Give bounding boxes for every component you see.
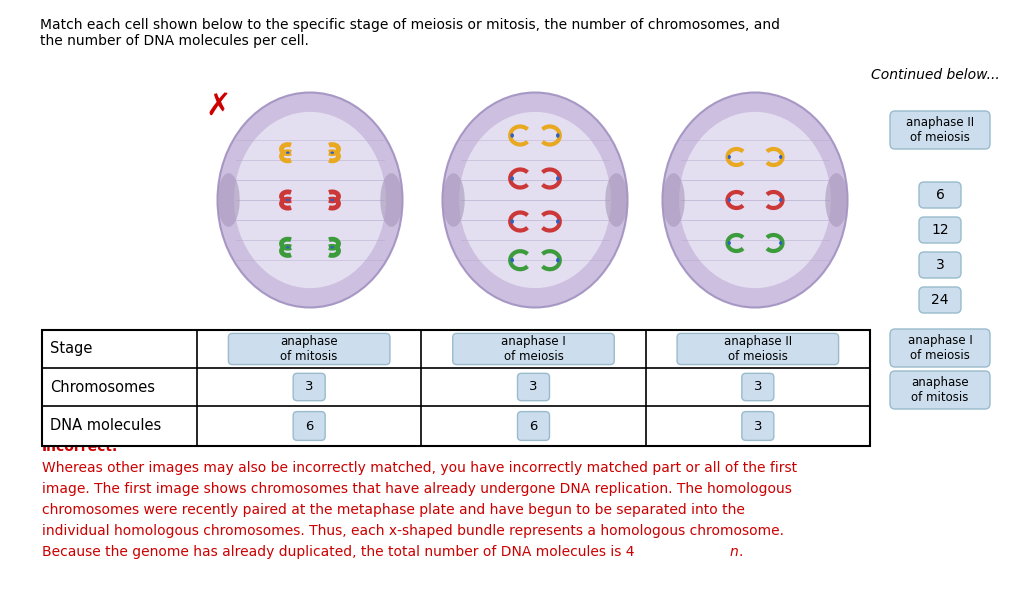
Text: .: . [739, 545, 743, 559]
Ellipse shape [217, 93, 402, 307]
Ellipse shape [380, 173, 402, 227]
Ellipse shape [331, 246, 334, 248]
Ellipse shape [217, 173, 240, 227]
Text: 12: 12 [931, 223, 949, 237]
FancyBboxPatch shape [677, 333, 839, 365]
Text: anaphase
of mitosis: anaphase of mitosis [281, 335, 338, 363]
FancyBboxPatch shape [890, 371, 990, 409]
Text: 6: 6 [529, 420, 538, 433]
Text: 3: 3 [936, 258, 944, 272]
Ellipse shape [331, 199, 334, 201]
Text: image. The first image shows chromosomes that have already undergone DNA replica: image. The first image shows chromosomes… [42, 482, 792, 496]
Ellipse shape [605, 173, 628, 227]
Text: 3: 3 [754, 420, 762, 433]
FancyBboxPatch shape [890, 111, 990, 149]
Text: ✗: ✗ [205, 92, 230, 121]
FancyBboxPatch shape [517, 374, 550, 401]
Text: individual homologous chromosomes. Thus, each x-shaped bundle represents a homol: individual homologous chromosomes. Thus,… [42, 524, 784, 538]
Text: 24: 24 [931, 293, 949, 307]
Text: 3: 3 [305, 381, 313, 394]
Ellipse shape [510, 258, 514, 262]
Text: anaphase II
of meiosis: anaphase II of meiosis [724, 335, 792, 363]
Text: 6: 6 [305, 420, 313, 433]
Text: anaphase I
of meiosis: anaphase I of meiosis [501, 335, 566, 363]
Ellipse shape [663, 93, 848, 307]
Ellipse shape [679, 112, 830, 288]
FancyBboxPatch shape [919, 182, 961, 208]
Ellipse shape [728, 198, 731, 202]
Bar [42, 330, 870, 446]
FancyBboxPatch shape [919, 287, 961, 313]
Ellipse shape [331, 151, 334, 154]
Text: Whereas other images may also be incorrectly matched, you have incorrectly match: Whereas other images may also be incorre… [42, 461, 797, 475]
Ellipse shape [442, 173, 465, 227]
FancyBboxPatch shape [919, 252, 961, 278]
Ellipse shape [510, 133, 514, 138]
Ellipse shape [286, 151, 290, 154]
Ellipse shape [286, 199, 290, 201]
Text: Continued below...: Continued below... [871, 68, 1000, 82]
Ellipse shape [510, 176, 514, 181]
FancyBboxPatch shape [517, 411, 550, 440]
Ellipse shape [663, 173, 685, 227]
Ellipse shape [234, 112, 386, 288]
Text: n: n [730, 545, 738, 559]
Ellipse shape [286, 246, 290, 248]
FancyBboxPatch shape [293, 374, 326, 401]
Text: anaphase II
of meiosis: anaphase II of meiosis [906, 116, 974, 144]
Ellipse shape [779, 155, 782, 159]
Ellipse shape [779, 198, 782, 202]
Text: 6: 6 [936, 188, 944, 202]
Text: anaphase
of mitosis: anaphase of mitosis [911, 376, 969, 404]
Text: anaphase I
of meiosis: anaphase I of meiosis [907, 334, 973, 362]
FancyBboxPatch shape [228, 333, 390, 365]
FancyBboxPatch shape [741, 374, 774, 401]
Ellipse shape [510, 219, 514, 224]
Text: Incorrect.: Incorrect. [42, 440, 118, 454]
Ellipse shape [779, 241, 782, 245]
Text: 3: 3 [529, 381, 538, 394]
Text: Chromosomes: Chromosomes [50, 379, 155, 395]
Ellipse shape [459, 112, 611, 288]
FancyBboxPatch shape [741, 411, 774, 440]
Text: DNA molecules: DNA molecules [50, 418, 161, 434]
Ellipse shape [825, 173, 848, 227]
Text: chromosomes were recently paired at the metaphase plate and have begun to be sep: chromosomes were recently paired at the … [42, 503, 744, 517]
Ellipse shape [556, 176, 559, 181]
Ellipse shape [728, 155, 731, 159]
Ellipse shape [728, 241, 731, 245]
Text: Match each cell shown below to the specific stage of meiosis or mitosis, the num: Match each cell shown below to the speci… [40, 18, 780, 48]
Ellipse shape [556, 133, 559, 138]
Text: Because the genome has already duplicated, the total number of DNA molecules is : Because the genome has already duplicate… [42, 545, 635, 559]
Text: 3: 3 [754, 381, 762, 394]
FancyBboxPatch shape [890, 329, 990, 367]
Ellipse shape [442, 93, 628, 307]
Ellipse shape [556, 258, 559, 262]
Ellipse shape [556, 219, 559, 224]
FancyBboxPatch shape [293, 411, 326, 440]
Text: Stage: Stage [50, 342, 92, 356]
FancyBboxPatch shape [453, 333, 614, 365]
FancyBboxPatch shape [919, 217, 961, 243]
